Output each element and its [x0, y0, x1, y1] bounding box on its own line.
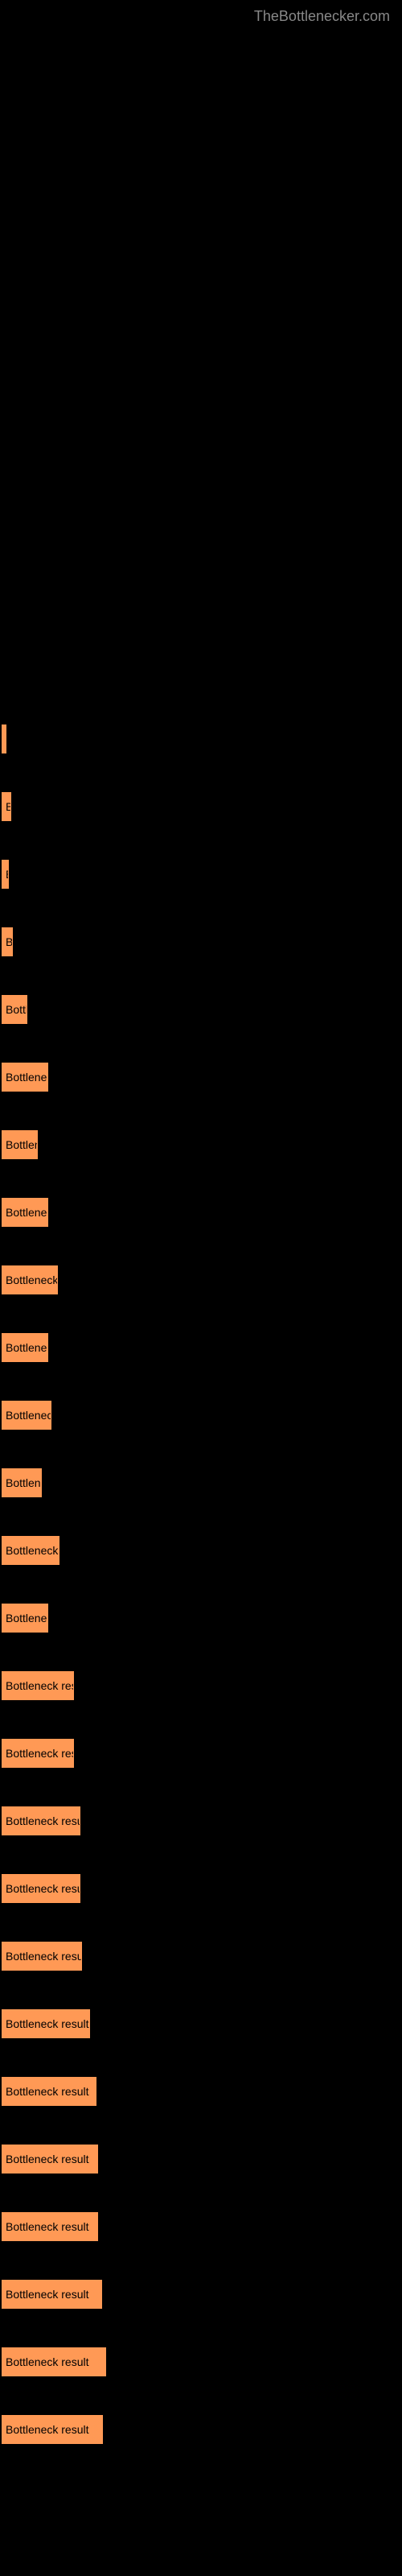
bar-label: Bottle	[6, 1003, 27, 1016]
bar: Bottleneck resu	[2, 1265, 58, 1294]
bar: Bottleneck result	[2, 1874, 80, 1903]
bar: Bottleneck result	[2, 2145, 98, 2174]
bar: Bottleneck result	[2, 1739, 74, 1768]
bar-label: Bottleneck	[6, 1476, 42, 1489]
bar-label: Bottleneck resu	[6, 1274, 58, 1286]
bar-label: Bottlene	[6, 1138, 38, 1151]
bar-row: B	[0, 860, 402, 889]
bar-label: B	[6, 935, 13, 948]
bar: B	[2, 792, 11, 821]
bar-row: Bottleneck r	[0, 1198, 402, 1227]
bar-label: Bottleneck result	[6, 1747, 74, 1760]
bar-row: Bottleneck result	[0, 2009, 402, 2038]
bar: B	[2, 860, 9, 889]
bar-label: B	[6, 800, 11, 813]
bar-row	[0, 724, 402, 753]
bar-label: B	[6, 868, 9, 881]
bar-label: Bottleneck result	[6, 2355, 89, 2368]
bar: B	[2, 927, 13, 956]
bar-row: Bottleneck re	[0, 1333, 402, 1362]
bar-row: Bottleneck result	[0, 1536, 402, 1565]
bar-label: Bottleneck result	[6, 2423, 89, 2436]
bar-row: Bottleneck result	[0, 2415, 402, 2444]
bar-row: Bottle	[0, 995, 402, 1024]
bar-label: Bottleneck result	[6, 1679, 74, 1692]
bar-label: Bottleneck result	[6, 1950, 82, 1963]
bar	[2, 724, 6, 753]
bar: Bottleneck re	[2, 1604, 48, 1633]
bar-label: Bottleneck result	[6, 2288, 89, 2301]
bar: Bottleneck result	[2, 1806, 80, 1835]
bar: Bottleneck result	[2, 1942, 82, 1971]
bar: Bottleneck result	[2, 1536, 59, 1565]
bar: Bottleneck result	[2, 2280, 102, 2309]
bar-row: Bottleneck result	[0, 2145, 402, 2174]
bar-row: Bottleneck result	[0, 1874, 402, 1903]
bar: Bottle	[2, 995, 27, 1024]
bar-row: Bottleneck	[0, 1063, 402, 1092]
bar-row: Bottleneck result	[0, 1739, 402, 1768]
bar: Bottleneck result	[2, 2009, 90, 2038]
bar-label: Bottleneck res	[6, 1409, 51, 1422]
bar-row: Bottleneck result	[0, 2212, 402, 2241]
bar-label: Bottleneck result	[6, 1814, 80, 1827]
bar-row: Bottleneck result	[0, 2280, 402, 2309]
bar-label: Bottleneck result	[6, 2153, 89, 2165]
bar-label: Bottleneck r	[6, 1206, 48, 1219]
bar: Bottleneck result	[2, 2077, 96, 2106]
bar-label: Bottleneck result	[6, 2085, 89, 2098]
bar-row: B	[0, 927, 402, 956]
bar-label: Bottleneck result	[6, 1882, 80, 1895]
bar-label: Bottleneck re	[6, 1612, 48, 1624]
bar-row: Bottleneck result	[0, 1671, 402, 1700]
bar-chart: B B B Bottle Bottleneck Bottlene Bottleneck r B…	[0, 0, 402, 2515]
bar: Bottleneck result	[2, 1671, 74, 1700]
bar-label: Bottleneck result	[6, 2220, 89, 2233]
bar-row: Bottleneck resu	[0, 1265, 402, 1294]
bar-row: Bottlene	[0, 1130, 402, 1159]
bar-row: Bottleneck result	[0, 1942, 402, 1971]
watermark-text: TheBottlenecker.com	[254, 8, 390, 25]
bar-row: Bottleneck result	[0, 2347, 402, 2376]
bar: Bottleneck result	[2, 2347, 106, 2376]
bar: Bottleneck result	[2, 2212, 98, 2241]
bar-row: Bottleneck result	[0, 2077, 402, 2106]
bar: Bottleneck r	[2, 1198, 48, 1227]
bar-row: B	[0, 792, 402, 821]
bar-label: Bottleneck result	[6, 2017, 89, 2030]
bar: Bottleneck re	[2, 1333, 48, 1362]
bar: Bottleneck res	[2, 1401, 51, 1430]
bar-row: Bottleneck	[0, 1468, 402, 1497]
bar-label: Bottleneck result	[6, 1544, 59, 1557]
bar: Bottlene	[2, 1130, 38, 1159]
bar-label: Bottleneck re	[6, 1341, 48, 1354]
bar: Bottleneck	[2, 1063, 48, 1092]
bar-row: Bottleneck result	[0, 1806, 402, 1835]
bar: Bottleneck result	[2, 2415, 103, 2444]
bar-row: Bottleneck re	[0, 1604, 402, 1633]
bar-label: Bottleneck	[6, 1071, 48, 1084]
bar-row: Bottleneck res	[0, 1401, 402, 1430]
bar: Bottleneck	[2, 1468, 42, 1497]
